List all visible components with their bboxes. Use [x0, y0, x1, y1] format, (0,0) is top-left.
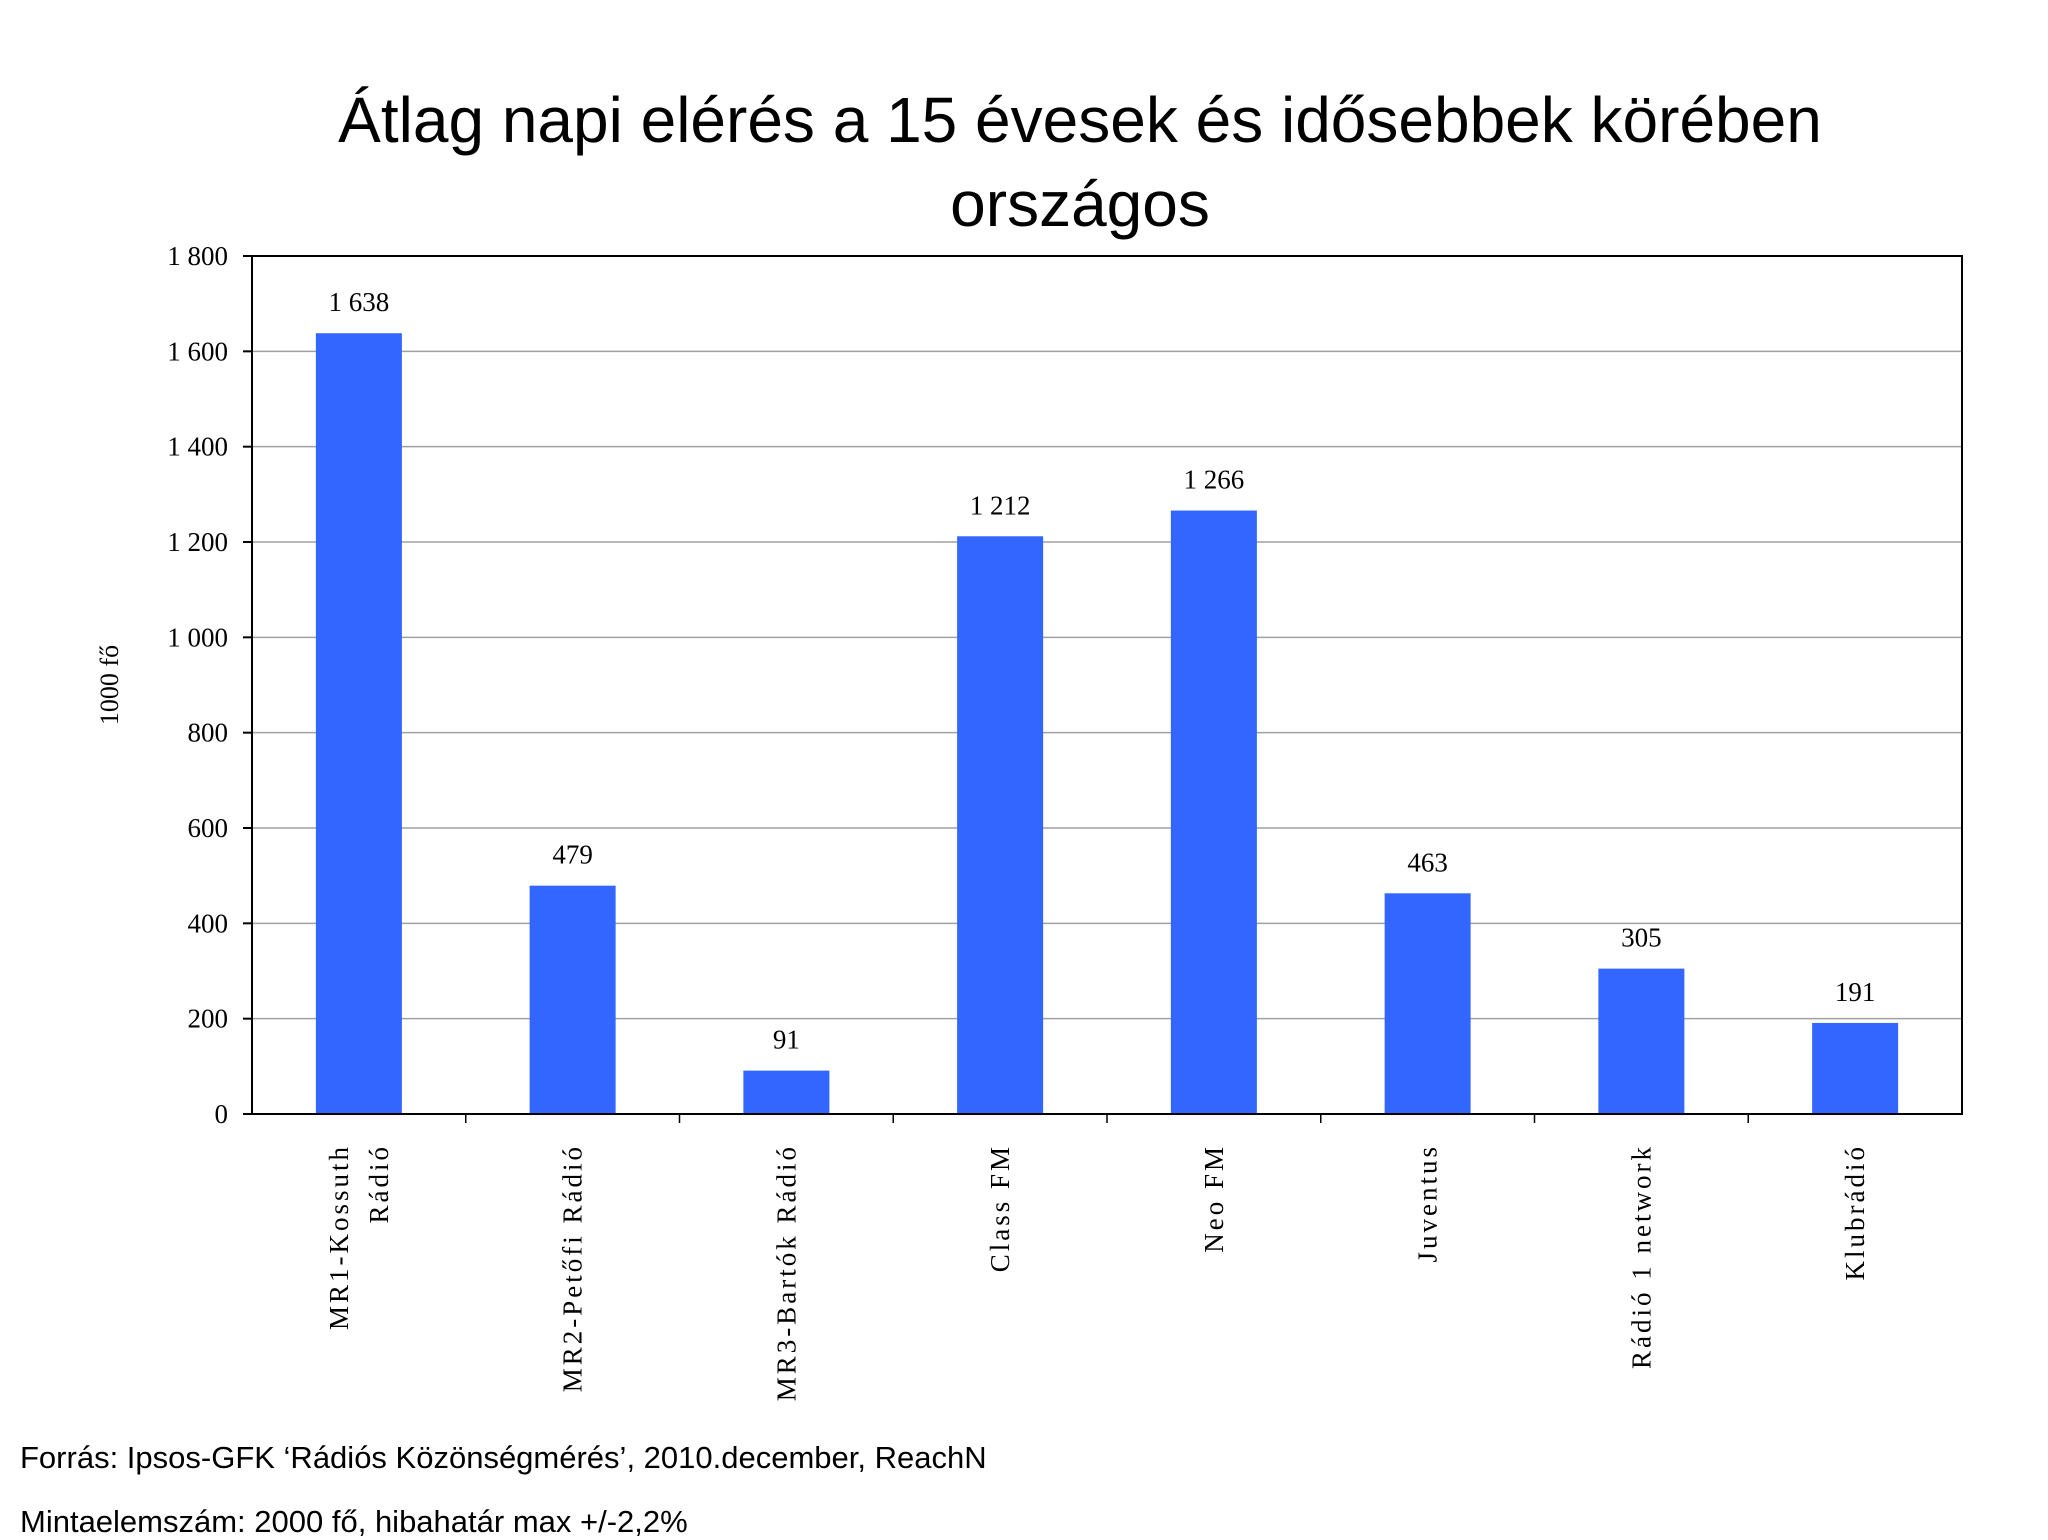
- bar: [1384, 893, 1471, 1114]
- x-tick-label: MR2-Petőfi Rádió: [558, 1144, 588, 1392]
- data-label: 191: [1835, 977, 1876, 1007]
- bar: [529, 885, 616, 1114]
- data-label: 1 266: [1184, 465, 1245, 495]
- y-tick-label: 1 600: [167, 336, 228, 366]
- bar: [743, 1070, 830, 1114]
- bar-chart: 0 200 400 600 800 1 000 1 200 1 400 1 600 1 800 M…: [95, 241, 1963, 1401]
- bar: [315, 333, 402, 1115]
- data-label: 305: [1621, 923, 1662, 953]
- chart-title-line-1: Átlag napi elérés a 15 évesek és idősebb…: [338, 84, 1822, 156]
- sample-note: Mintaelemszám: 2000 fő, hibahatár max +/…: [20, 1504, 688, 1539]
- y-tick-label: 1 200: [167, 527, 228, 557]
- x-tick-labels: MR1-Kossuth Rádió MR2-Petőfi Rádió MR3-Bart…: [324, 1144, 1870, 1401]
- bar: [1598, 968, 1685, 1114]
- x-tick-label: Rádió 1 network: [1626, 1144, 1656, 1369]
- bars: [315, 333, 1899, 1115]
- bar: [1812, 1022, 1899, 1114]
- x-tick-label: MR1-Kossuth: [324, 1144, 354, 1330]
- y-tick-label: 600: [188, 813, 229, 843]
- y-tick-label: 200: [188, 1004, 229, 1034]
- data-label: 1 212: [970, 490, 1031, 520]
- x-tick-label: MR3-Bartók Rádió: [771, 1144, 801, 1401]
- data-label: 463: [1407, 847, 1448, 877]
- x-tick-label: Class FM: [985, 1144, 1015, 1272]
- data-label: 479: [552, 840, 593, 870]
- y-tick-labels: 0 200 400 600 800 1 000 1 200 1 400 1 600 1 800: [167, 241, 228, 1129]
- x-tick-label: Rádió: [364, 1144, 394, 1224]
- gridlines: [252, 350, 1962, 1020]
- x-tick-label: Klubrádió: [1840, 1144, 1870, 1280]
- data-label: 91: [773, 1025, 800, 1055]
- source-note: Forrás: Ipsos-GFK ‘Rádiós Közönségmérés’…: [20, 1440, 987, 1475]
- x-tick-label: Neo FM: [1199, 1144, 1229, 1253]
- chart-title: Átlag napi elérés a 15 évesek és idősebb…: [0, 78, 2048, 246]
- data-labels: 1 638 479 91 1 212 1 266 463 305 191: [329, 287, 1876, 1054]
- plot-frame: [251, 255, 1963, 1115]
- bar: [957, 536, 1044, 1114]
- y-tick-label: 0: [215, 1099, 229, 1129]
- y-tick-label: 1 000: [167, 622, 228, 652]
- data-label: 1 638: [329, 287, 390, 317]
- y-tick-label: 800: [188, 718, 229, 748]
- y-tick-label: 400: [188, 908, 229, 938]
- y-axis-title: 1000 fő: [95, 645, 124, 725]
- chart-title-line-2: országos: [950, 168, 1210, 240]
- axis-ticks: [243, 255, 1749, 1123]
- y-tick-label: 1 800: [167, 241, 228, 271]
- y-tick-label: 1 400: [167, 432, 228, 462]
- bar: [1170, 510, 1257, 1114]
- x-tick-label: Juventus: [1413, 1144, 1443, 1263]
